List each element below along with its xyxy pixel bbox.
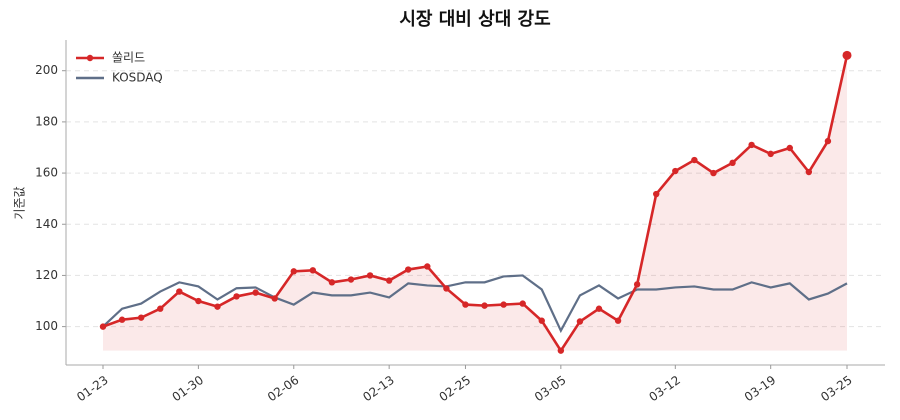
x-tick-label: 03-25 <box>818 373 855 404</box>
y-tick-label: 120 <box>35 268 58 282</box>
point <box>214 303 221 310</box>
point <box>500 301 507 308</box>
point <box>557 347 565 354</box>
point <box>176 288 183 295</box>
point <box>366 272 374 279</box>
point <box>290 268 297 275</box>
point <box>462 301 469 308</box>
point <box>385 277 393 284</box>
point <box>99 323 107 330</box>
point <box>271 295 278 302</box>
point <box>195 297 202 305</box>
point <box>118 316 126 323</box>
point <box>443 285 450 292</box>
point <box>252 289 259 296</box>
area <box>103 55 847 351</box>
legend-label: KOSDAQ <box>112 71 163 85</box>
point <box>347 276 355 283</box>
x-tick-label: 01-23 <box>74 373 111 404</box>
point <box>748 141 755 149</box>
point <box>824 137 832 145</box>
point <box>786 144 793 152</box>
point <box>767 150 774 158</box>
point <box>519 300 526 307</box>
x-tick-label: 03-05 <box>532 373 569 404</box>
y-axis-label: 기준값 <box>13 186 27 219</box>
line <box>102 55 849 354</box>
point <box>653 190 660 198</box>
point <box>672 167 679 175</box>
point <box>576 318 584 325</box>
chart-title: 시장 대비 상대 강도 <box>399 9 550 30</box>
point <box>691 156 698 164</box>
point <box>729 159 736 167</box>
point <box>233 293 240 300</box>
x-tick-label: 03-12 <box>646 373 683 404</box>
point <box>328 279 336 286</box>
y-tick-label: 100 <box>35 319 58 333</box>
x-tick-label: 01-30 <box>170 373 207 404</box>
x-tick-label: 02-06 <box>265 373 302 404</box>
y-tick-label: 180 <box>35 114 58 128</box>
point <box>842 50 852 60</box>
point <box>405 266 412 273</box>
point <box>137 314 145 321</box>
y-tick-label: 140 <box>35 217 58 231</box>
point <box>481 302 488 309</box>
x-tick-label: 02-25 <box>437 373 474 404</box>
point <box>595 305 603 312</box>
x-tick-label: 02-13 <box>360 373 397 404</box>
point <box>710 169 717 177</box>
legend-marker <box>86 54 94 62</box>
point <box>805 168 813 176</box>
x-tick-label: 03-19 <box>742 373 779 404</box>
legend-label: 쏠리드 <box>112 51 145 65</box>
point <box>633 281 641 288</box>
point <box>157 305 164 312</box>
line <box>102 274 848 334</box>
point <box>614 317 622 324</box>
y-tick-label: 200 <box>35 63 58 77</box>
point <box>309 267 317 274</box>
point <box>424 263 431 270</box>
point <box>538 317 545 324</box>
y-tick-label: 160 <box>35 166 58 180</box>
